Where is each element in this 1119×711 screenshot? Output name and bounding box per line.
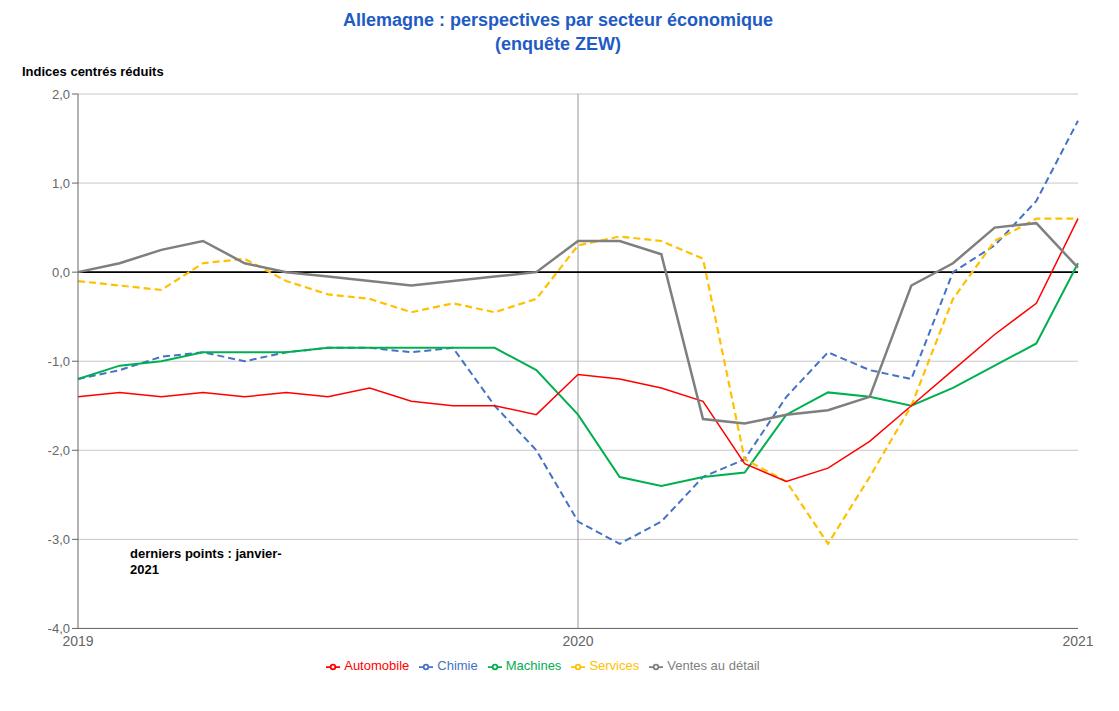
svg-text:2,0: 2,0 bbox=[52, 87, 70, 102]
svg-text:-3,0: -3,0 bbox=[48, 532, 70, 547]
html-text:Indices centrés réduits: Indices centrés réduits bbox=[22, 64, 164, 79]
svg-text:2019: 2019 bbox=[62, 633, 94, 650]
html-text:Services: Services bbox=[589, 658, 640, 674]
svg-text:-1,0: -1,0 bbox=[48, 354, 70, 369]
svg-text:1,0: 1,0 bbox=[52, 176, 70, 191]
svg-text:-2,0: -2,0 bbox=[48, 443, 70, 458]
html-text:Chimie: Chimie bbox=[437, 658, 478, 674]
svg-text:0,0: 0,0 bbox=[52, 265, 70, 280]
svg-text:-4,0: -4,0 bbox=[48, 621, 70, 636]
html-text:Automobile: Automobile bbox=[344, 658, 410, 674]
svg-text:2021: 2021 bbox=[1062, 633, 1093, 649]
html-text:derniers points : janvier- 202: derniers points : janvier- 2021 bbox=[130, 546, 282, 577]
svg-text:2020: 2020 bbox=[562, 633, 593, 649]
html-text:Machines: Machines bbox=[505, 658, 562, 674]
html-text:Allemagne : perspectives par s: Allemagne : perspectives par secteur éco… bbox=[342, 10, 774, 54]
html-text:Ventes au détail: Ventes au détail bbox=[667, 658, 760, 674]
